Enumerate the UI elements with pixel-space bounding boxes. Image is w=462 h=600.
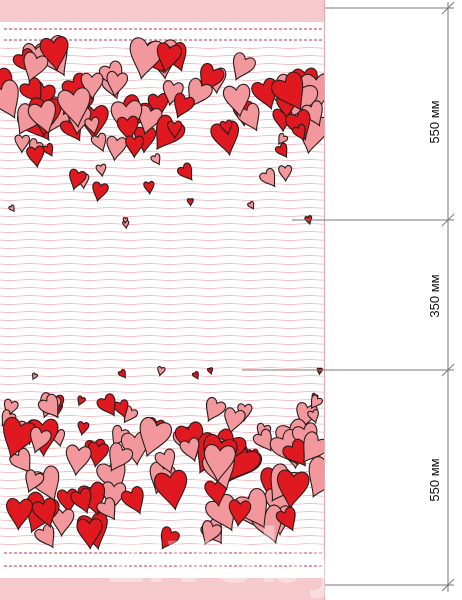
stripe-line <box>0 215 325 217</box>
dim-label-middle: 350 мм <box>427 274 442 317</box>
stripe-line <box>0 303 325 305</box>
stripe-line <box>0 327 325 329</box>
watermark: zivoby <box>107 511 350 599</box>
stripe-line <box>0 383 325 385</box>
dim-tick-bottom <box>441 578 455 592</box>
stripe-line <box>0 263 325 265</box>
stripe-line <box>0 207 325 209</box>
stripe-line <box>0 391 325 393</box>
stripe-line <box>0 311 325 313</box>
stripe-line <box>0 159 325 161</box>
top-border-band <box>0 0 325 22</box>
dim-tick-mid1 <box>441 213 455 227</box>
stripe-line <box>0 199 325 201</box>
bottom-stitch-lines <box>4 552 322 567</box>
stripe-line <box>0 183 325 185</box>
stripe-line <box>0 375 325 377</box>
dim-label-top: 550 мм <box>427 100 442 143</box>
stripe-line <box>0 231 325 233</box>
dimension-lines <box>242 1 455 592</box>
stripe-line <box>0 247 325 249</box>
stripe-line <box>0 367 325 369</box>
stripe-line <box>0 279 325 281</box>
stripe-line <box>0 287 325 289</box>
dim-label-bottom: 550 мм <box>427 458 442 501</box>
stripe-line <box>0 351 325 353</box>
stripe-line <box>0 255 325 257</box>
stripe-line <box>0 343 325 345</box>
stripe-line <box>0 191 325 193</box>
stripe-line <box>0 359 325 361</box>
dim-tick-top <box>441 1 455 15</box>
dim-tick-mid2 <box>441 363 455 377</box>
bottom-border-band <box>0 578 325 600</box>
stripe-line <box>0 295 325 297</box>
top-stitch-lines <box>4 28 322 41</box>
stripe-line <box>0 239 325 241</box>
stripe-line <box>0 223 325 225</box>
stripe-line <box>0 335 325 337</box>
stripe-line <box>0 271 325 273</box>
towel-panel <box>0 0 325 600</box>
stripe-line <box>0 319 325 321</box>
stripe-line <box>0 71 325 73</box>
